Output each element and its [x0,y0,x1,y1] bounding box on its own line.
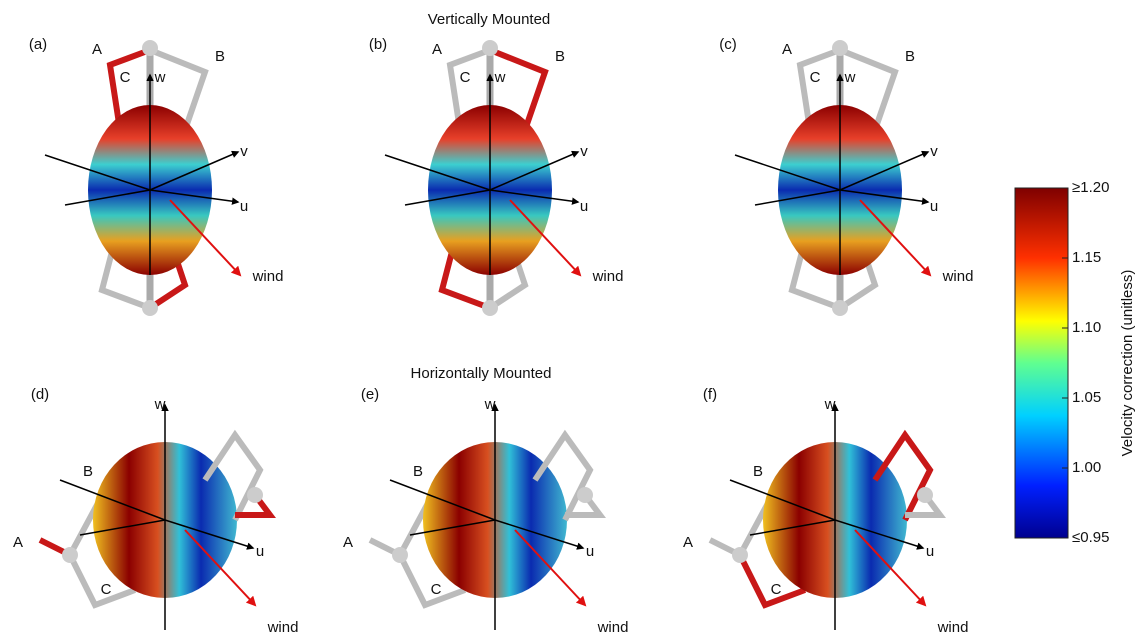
colorbar-tick-label: ≥1.20 [1072,179,1109,196]
label: C [460,69,471,86]
label: A [343,534,353,551]
frame-node [832,40,848,56]
colorbar-tick-label: ≤0.95 [1072,529,1109,546]
label: A [683,534,693,551]
label: C [431,581,442,598]
label: u [926,543,934,560]
label: w [484,396,496,413]
colorbar-label: Velocity correction (unitless) [1119,270,1136,457]
label: wind [592,268,624,285]
frame-node [917,487,933,503]
label: A [92,41,102,58]
label: A [782,41,792,58]
label: B [215,48,225,65]
colorbar-tick-label: 1.10 [1072,319,1101,336]
label: w [154,396,166,413]
label: (b) [369,36,387,53]
label: v [240,143,248,160]
label: A [432,41,442,58]
label: B [555,48,565,65]
label: u [586,543,594,560]
label: B [753,463,763,480]
frame-node [142,40,158,56]
frame-node [732,547,748,563]
label: u [256,543,264,560]
label: v [930,143,938,160]
label: u [580,198,588,215]
figure: Vertically Mounted Horizontally Mounted (a… [0,0,1142,634]
frame-node [482,40,498,56]
label: w [494,69,506,86]
label: wind [942,268,974,285]
label: C [771,581,782,598]
label: w [154,69,166,86]
label: v [580,143,588,160]
colorbar-tick-label: 1.05 [1072,389,1101,406]
colorbar-tick-label: 1.00 [1072,459,1101,476]
label: (d) [31,386,49,403]
heading: Horizontally Mounted [411,365,552,382]
label: C [810,69,821,86]
label: wind [597,619,629,634]
label: wind [267,619,299,634]
label: (a) [29,36,47,53]
label: B [83,463,93,480]
label: u [930,198,938,215]
label: (e) [361,386,379,403]
label: (f) [703,386,717,403]
frame-node [577,487,593,503]
label: wind [252,268,284,285]
label: C [101,581,112,598]
label: (c) [719,36,737,53]
label: wind [937,619,969,634]
label: A [13,534,23,551]
label: w [824,396,836,413]
frame-node [142,300,158,316]
label: C [120,69,131,86]
label: w [844,69,856,86]
frame-node [482,300,498,316]
frame-node [62,547,78,563]
frame-node [832,300,848,316]
label: B [413,463,423,480]
frame-node [392,547,408,563]
colorbar-tick-label: 1.15 [1072,249,1101,266]
colorbar [1015,188,1068,538]
heading: Vertically Mounted [428,11,551,28]
frame-node [247,487,263,503]
label: B [905,48,915,65]
label: u [240,198,248,215]
